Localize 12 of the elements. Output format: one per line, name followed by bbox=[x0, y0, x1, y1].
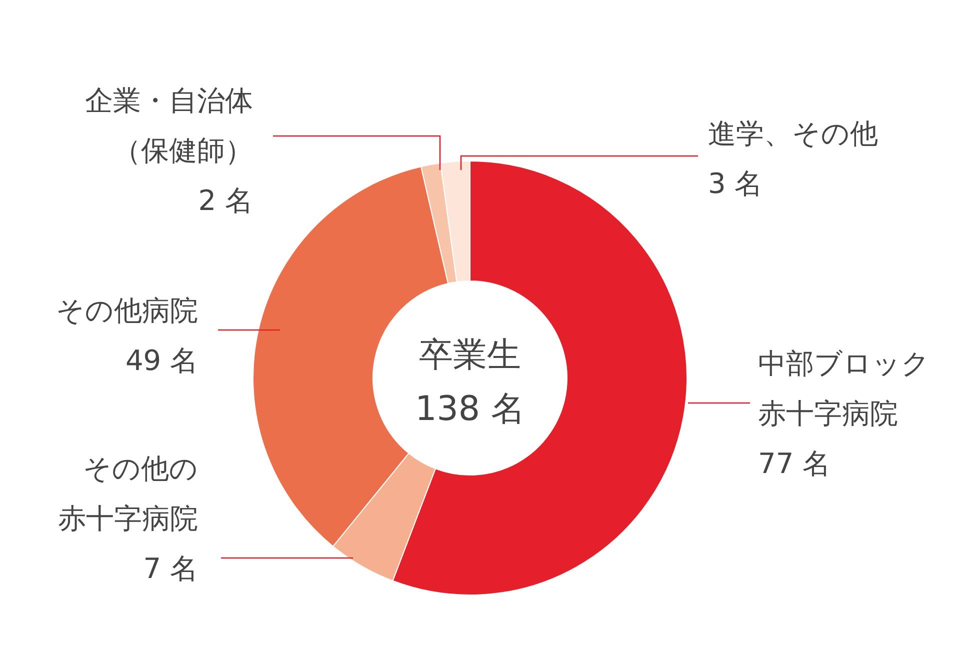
slice-label: 中部ブロック赤十字病院 bbox=[758, 347, 930, 430]
slice-label: 企業・自治体（保健師） bbox=[85, 84, 253, 167]
data-label: 2 名 bbox=[198, 184, 253, 217]
slice-label: 進学、その他 bbox=[708, 117, 878, 150]
data-label: 49 名 bbox=[125, 344, 198, 377]
data-label: 3 名 bbox=[708, 167, 763, 200]
slice-label: その他の赤十字病院 bbox=[58, 452, 198, 535]
data-label: 7 名 bbox=[143, 552, 198, 585]
data-label: 77 名 bbox=[758, 447, 831, 480]
slice-label: その他病院 bbox=[56, 294, 198, 327]
text: 138 名 bbox=[415, 389, 525, 429]
text: 卒業生 bbox=[419, 335, 521, 375]
